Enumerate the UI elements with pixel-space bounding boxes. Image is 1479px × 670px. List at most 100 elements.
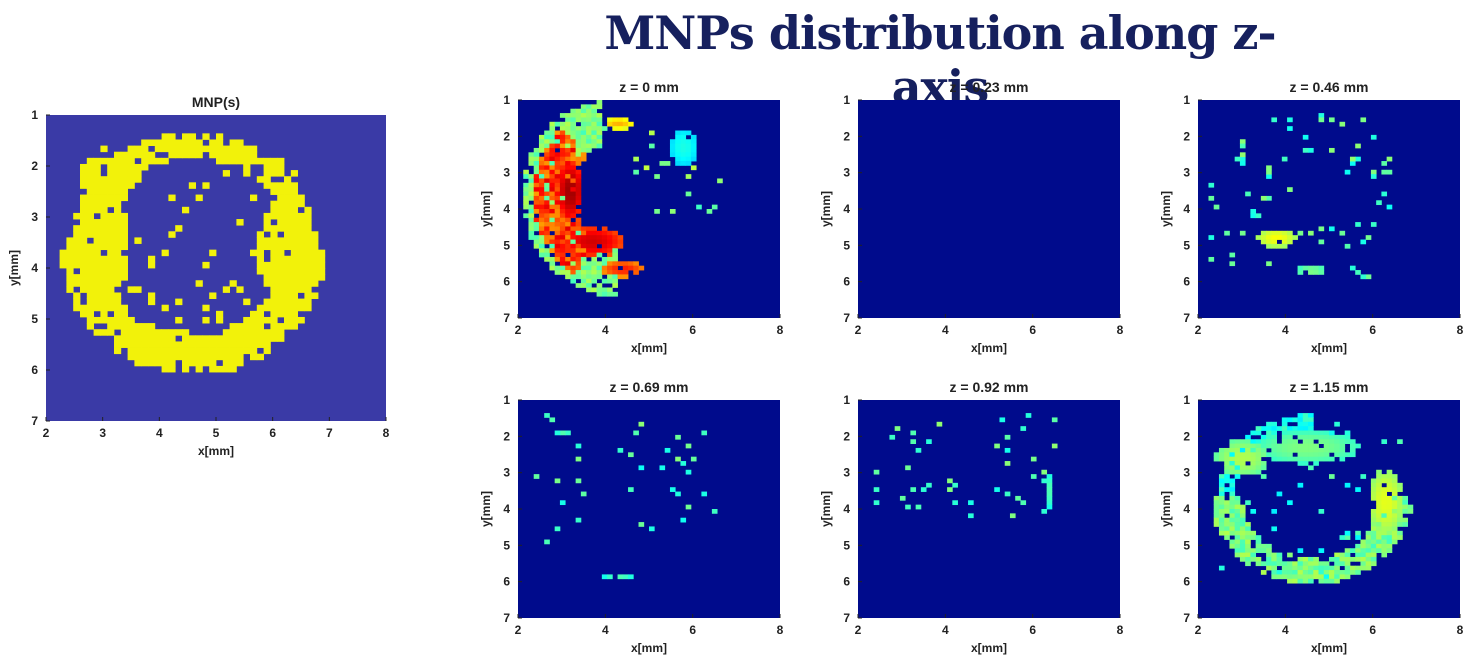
heatmap-cell [565, 134, 571, 140]
heatmap-cell [86, 163, 94, 171]
heatmap-cell [86, 219, 94, 226]
heatmap-cell [1370, 491, 1377, 497]
heatmap-cell [284, 206, 292, 214]
heatmap-cell [182, 335, 190, 342]
heatmap-cell [586, 283, 592, 288]
heatmap-cell [591, 104, 597, 110]
heatmap-cell [649, 143, 655, 149]
heatmap-cell [575, 235, 582, 240]
heatmap-cell [1323, 561, 1330, 567]
y-tick-label: 2 [503, 429, 510, 443]
heatmap-cell [175, 139, 183, 146]
heatmap-cell [277, 237, 285, 244]
heatmap-cell [1287, 230, 1293, 236]
heatmap-cell [559, 222, 566, 227]
heatmap-cell [168, 329, 176, 336]
heatmap-cell [559, 152, 566, 158]
heatmap-cell [141, 323, 149, 330]
heatmap-cell [1255, 461, 1262, 466]
heatmap-cell [1224, 447, 1230, 453]
heatmap-cell [554, 248, 561, 253]
heatmap-cell [1302, 413, 1309, 418]
heatmap-cell [222, 286, 230, 293]
heatmap-cell [1250, 509, 1257, 514]
heatmap-cell [114, 323, 122, 330]
heatmap-cell [1239, 161, 1246, 166]
heatmap-cell [93, 255, 101, 263]
heatmap-cell [1046, 482, 1053, 488]
heatmap-cell [100, 200, 108, 208]
heatmap-cell [1391, 513, 1398, 519]
heatmap-cell [107, 304, 115, 312]
heatmap-cell [1276, 556, 1283, 562]
heatmap-cell [586, 113, 592, 118]
heatmap-cell [148, 151, 156, 159]
heatmap-cell [570, 226, 577, 232]
heatmap-cell [1334, 552, 1340, 558]
heatmap-cell [690, 152, 697, 158]
heatmap-cell [188, 182, 196, 189]
heatmap-cell [100, 194, 108, 202]
heatmap-cell [1260, 474, 1267, 479]
heatmap-cell [675, 156, 681, 162]
heatmap-cell [586, 226, 592, 232]
heatmap-cell [1208, 235, 1215, 240]
heatmap-cell [1313, 270, 1319, 275]
heatmap-cell [1370, 526, 1377, 532]
heatmap-cell [1386, 156, 1393, 162]
heatmap-cell [1381, 548, 1388, 553]
heatmap-cell [1239, 513, 1246, 519]
heatmap-cell [114, 176, 122, 183]
heatmap-cell [575, 139, 582, 144]
heatmap-cell [297, 249, 305, 257]
heatmap-cell [952, 500, 958, 506]
heatmap-cell [1355, 222, 1361, 227]
heatmap-cell [1292, 574, 1298, 580]
heatmap-cell [114, 225, 122, 232]
heatmap-cell [538, 182, 545, 188]
heatmap-cell [575, 108, 582, 114]
heatmap-cell [596, 104, 603, 110]
heatmap-cell [1239, 143, 1246, 149]
heatmap-cell [1271, 509, 1277, 514]
heatmap-cell [256, 176, 264, 183]
heatmap-cell [554, 195, 561, 201]
heatmap-cell [1370, 174, 1377, 179]
heatmap-cell [591, 235, 597, 240]
y-tick-label: 3 [31, 210, 38, 224]
heatmap-cell [533, 165, 540, 171]
heatmap-cell [915, 504, 922, 510]
heatmap-cell [1339, 452, 1346, 458]
heatmap-cell [580, 265, 587, 271]
heatmap-cell [1381, 474, 1388, 479]
heatmap-cell [565, 226, 571, 232]
heatmap-cell [270, 298, 278, 306]
heatmap-cell [148, 341, 156, 348]
heatmap-cell [100, 261, 108, 269]
heatmap-cell [559, 500, 566, 506]
x-tick-label: 2 [43, 426, 50, 440]
heatmap-cell [1381, 539, 1388, 545]
heatmap-cell [141, 139, 149, 146]
heatmap-cell [1391, 482, 1398, 488]
heatmap-cell [570, 161, 577, 166]
heatmap-cell [533, 156, 540, 162]
heatmap-cell [66, 274, 74, 281]
heatmap-cell [1391, 478, 1398, 484]
heatmap-cell [1004, 491, 1011, 497]
heatmap-cell [538, 191, 545, 197]
heatmap-cell [1224, 504, 1230, 510]
heatmap-cell [1287, 578, 1293, 584]
heatmap-cell [617, 243, 624, 249]
heatmap-cell [1349, 570, 1356, 575]
heatmap-cell [622, 121, 629, 127]
heatmap-cell [601, 243, 608, 249]
heatmap-cell [554, 209, 561, 214]
heatmap-cell [1376, 526, 1382, 532]
y-axis-label: y[mm] [1159, 491, 1173, 527]
heatmap-cell [523, 195, 529, 201]
heatmap-cell [559, 156, 566, 162]
heatmap-cell [107, 188, 115, 195]
heatmap-cell [290, 268, 298, 275]
heatmap-cell [591, 134, 597, 140]
